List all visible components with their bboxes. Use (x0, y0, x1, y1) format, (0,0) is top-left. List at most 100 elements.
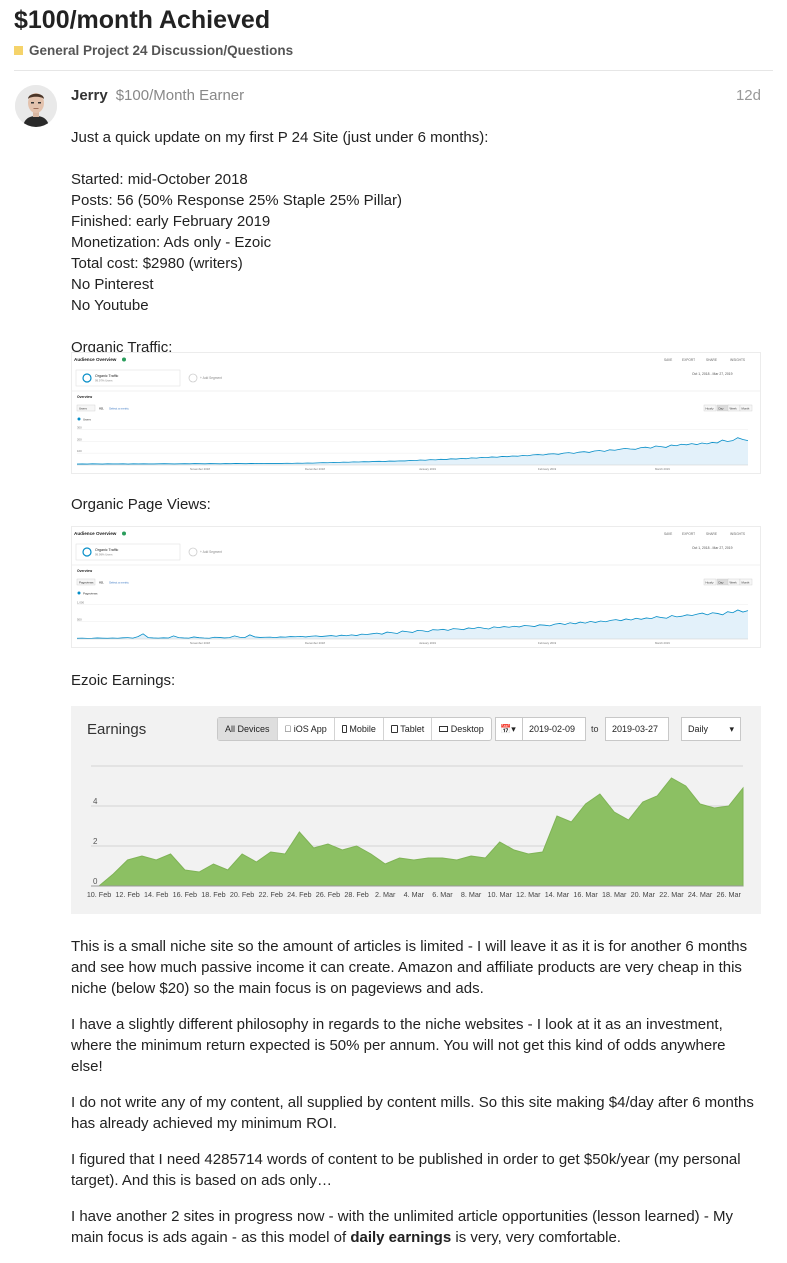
chevron-down-icon: ▾ (729, 724, 734, 734)
ga-x-tick: November 2018 (190, 467, 210, 471)
verified-icon (122, 531, 126, 536)
legend-dot (77, 591, 81, 595)
ga-x-tick: December 2018 (305, 641, 325, 645)
earnings-x-tick: 14. Feb (144, 890, 168, 899)
stat-line: No Youtube (71, 297, 149, 314)
ga-traffic-chart: Audience Overview SAVE EXPORT SHARE INSIGHTS… (72, 353, 760, 473)
username[interactable]: Jerry (71, 87, 108, 104)
ga-area-fill (77, 437, 748, 465)
bold-phrase: daily earnings (350, 1229, 452, 1246)
stat-line: Monetization: Ads only - Ezoic (71, 234, 272, 251)
post-body: Just a quick update on my first P 24 Sit… (71, 127, 761, 358)
stats-list: Started: mid-October 2018 Posts: 56 (50%… (71, 169, 761, 316)
tablet-icon (390, 725, 398, 733)
earnings-x-tick: 22. Mar (659, 890, 684, 899)
ga-series-line (76, 437, 749, 465)
granularity-label: Week (730, 580, 738, 584)
earnings-x-tick: 18. Mar (602, 890, 627, 899)
granularity-label: Hourly (706, 580, 715, 584)
vs-label: VS. (99, 407, 104, 411)
granularity-label: Month (742, 580, 750, 584)
tab-tablet[interactable]: Tablet (384, 718, 433, 740)
earnings-x-tick: 22. Feb (259, 890, 283, 899)
ga-series-line (76, 609, 749, 639)
granularity-label: Day (719, 580, 725, 584)
earnings-y-tick: 2 (93, 837, 98, 846)
ga-x-tick: December 2018 (305, 467, 325, 471)
desktop-icon (439, 726, 449, 732)
segment-name: Organic Traffic (95, 374, 119, 378)
legend-label: Users (83, 417, 91, 421)
earnings-x-tick: 14. Mar (545, 890, 570, 899)
segment-icon (82, 373, 92, 383)
add-segment: + Add Segment (200, 550, 222, 554)
vs-label: VS. (99, 581, 104, 585)
earnings-x-tick: 20. Feb (230, 890, 254, 899)
post-header: Jerry $100/Month Earner 12d (71, 87, 761, 104)
date-to-label: to (591, 724, 599, 734)
earnings-area (97, 777, 744, 887)
granularity-label: Month (742, 406, 750, 410)
earnings-x-tick: 8. Mar (461, 890, 482, 899)
granularity-label: Hourly (706, 406, 715, 410)
ga-y-tick: 200 (77, 437, 82, 441)
post-intro: Just a quick update on my first P 24 Sit… (71, 129, 489, 146)
stat-line: Total cost: $2980 (writers) (71, 255, 243, 272)
segment-icon (82, 547, 92, 557)
tab-ios-app[interactable]:  iOS App (278, 718, 335, 740)
avatar[interactable] (15, 85, 57, 127)
add-segment: + Add Segment (200, 376, 222, 380)
ga-x-tick: January 2019 (419, 467, 436, 471)
ga-header: Audience Overview (74, 531, 117, 536)
tab-mobile[interactable]: Mobile (335, 718, 384, 740)
calendar-dropdown[interactable]: 📅▾ (495, 717, 523, 741)
earnings-x-tick: 26. Mar (717, 890, 742, 899)
mobile-icon (341, 725, 347, 733)
ga-header: Audience Overview (74, 357, 117, 362)
device-tabs: All Devices  iOS App Mobile Tablet Desk… (217, 717, 492, 741)
earnings-x-tick: 26. Feb (316, 890, 340, 899)
ga-x-tick: January 2019 (419, 641, 436, 645)
stat-line: Finished: early February 2019 (71, 213, 271, 230)
metric-select-label: Pageviews (79, 581, 94, 585)
ga-pageviews-screenshot[interactable]: Audience Overview SAVE EXPORT SHARE INSIGHTS… (71, 526, 761, 648)
ga-action-share: SHARE (706, 358, 717, 362)
post-paragraph: I do not write any of my content, all su… (71, 1094, 754, 1132)
date-to-input[interactable]: 2019-03-27 (605, 717, 669, 741)
tab-desktop[interactable]: Desktop (432, 718, 491, 740)
divider (14, 70, 773, 71)
label-traffic: Organic Traffic: (71, 339, 173, 356)
granularity-label: Day (719, 406, 725, 410)
earnings-x-tick: 10. Mar (488, 890, 513, 899)
earnings-x-tick: 12. Mar (516, 890, 541, 899)
granularity-hourly (703, 404, 717, 412)
earnings-y-tick: 0 (93, 877, 98, 886)
date-from-input[interactable]: 2019-02-09 (522, 717, 586, 741)
segment-sub: 99.99% Users (95, 553, 113, 557)
ga-action-export: EXPORT (682, 532, 695, 536)
segment-box (75, 369, 181, 387)
post-date[interactable]: 12d (735, 87, 761, 104)
earnings-x-tick: 16. Mar (573, 890, 598, 899)
tab-all-devices[interactable]: All Devices (218, 718, 278, 740)
ga-y-tick: 300 (77, 425, 82, 429)
ga-x-tick: February 2019 (538, 467, 557, 471)
interval-select[interactable]: Daily ▾ (681, 717, 741, 741)
metric-select (76, 578, 96, 586)
ga-traffic-screenshot[interactable]: Audience Overview SAVE EXPORT SHARE INSIGHTS… (71, 352, 761, 474)
earnings-x-tick: 2. Mar (375, 890, 396, 899)
earnings-title: Earnings (87, 721, 147, 738)
select-metric-link: Select a metric (109, 581, 129, 585)
ga-y-tick: 500 (77, 618, 82, 622)
ga-y-tick: 1,000 (77, 600, 84, 604)
ga-x-tick: November 2018 (190, 641, 210, 645)
granularity-month (739, 578, 753, 586)
earnings-y-tick: 4 (93, 797, 98, 806)
ga-x-tick: March 2019 (655, 467, 670, 471)
ga-area-fill (77, 609, 748, 639)
ga-date-range: Oct 1, 2018 - Mar 27, 2019 (692, 372, 733, 376)
ga-pageviews-chart: Audience Overview SAVE EXPORT SHARE INSIGHTS… (72, 527, 760, 647)
category-badge[interactable]: General Project 24 Discussion/Questions (14, 43, 293, 58)
ga-date-range: Oct 1, 2018 - Mar 27, 2019 (692, 546, 733, 550)
avatar-icon (15, 85, 57, 127)
